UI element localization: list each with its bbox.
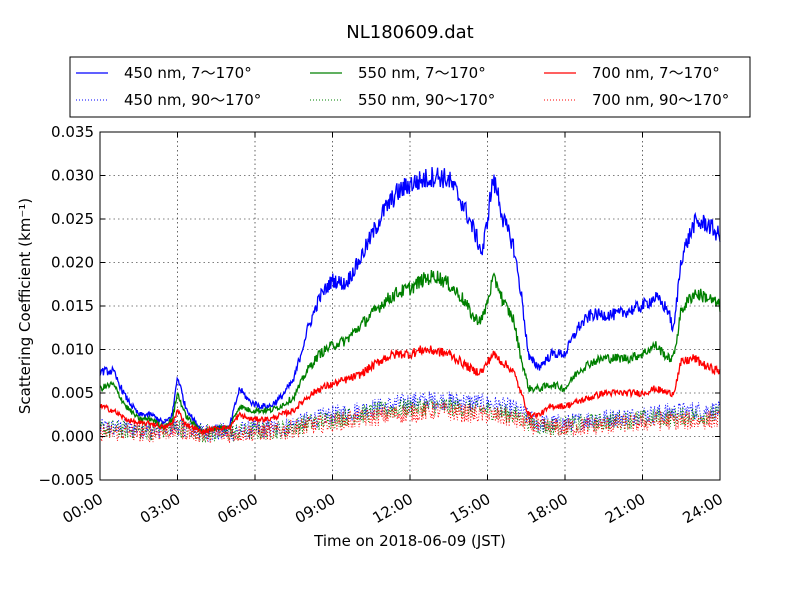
y-tick-label: 0.020 — [51, 254, 94, 272]
legend-label: 700 nm, 7～170° — [592, 64, 720, 82]
x-axis-label: Time on 2018-06-09 (JST) — [313, 532, 506, 550]
y-tick-label: 0.000 — [51, 428, 94, 446]
series-line — [99, 401, 721, 444]
y-tick-label: 0.005 — [51, 384, 94, 402]
legend-label: 450 nm, 7～170° — [124, 64, 252, 82]
series-layer — [99, 167, 721, 444]
legend-frame — [69, 56, 751, 118]
chart-title: NL180609.dat — [346, 22, 473, 43]
series-line — [99, 391, 721, 442]
y-tick-label: 0.035 — [51, 123, 94, 141]
series-line — [99, 397, 721, 444]
y-axis-label: Scattering Coefficient (km⁻¹) — [16, 198, 34, 414]
legend: 450 nm, 7～170° 450 nm, 90～170° 550 nm, 7～1… — [69, 56, 751, 118]
y-tick-label: −0.005 — [38, 471, 94, 489]
series-line — [99, 345, 721, 435]
legend-label: 550 nm, 90～170° — [358, 91, 495, 109]
legend-label: 700 nm, 90～170° — [592, 91, 729, 109]
y-tick-label: 0.030 — [51, 167, 94, 185]
y-tick-label: 0.010 — [51, 341, 94, 359]
y-tick-label: 0.025 — [51, 210, 94, 228]
legend-label: 450 nm, 90～170° — [124, 91, 261, 109]
legend-label: 550 nm, 7～170° — [358, 64, 486, 82]
y-tick-label: 0.015 — [51, 297, 94, 315]
